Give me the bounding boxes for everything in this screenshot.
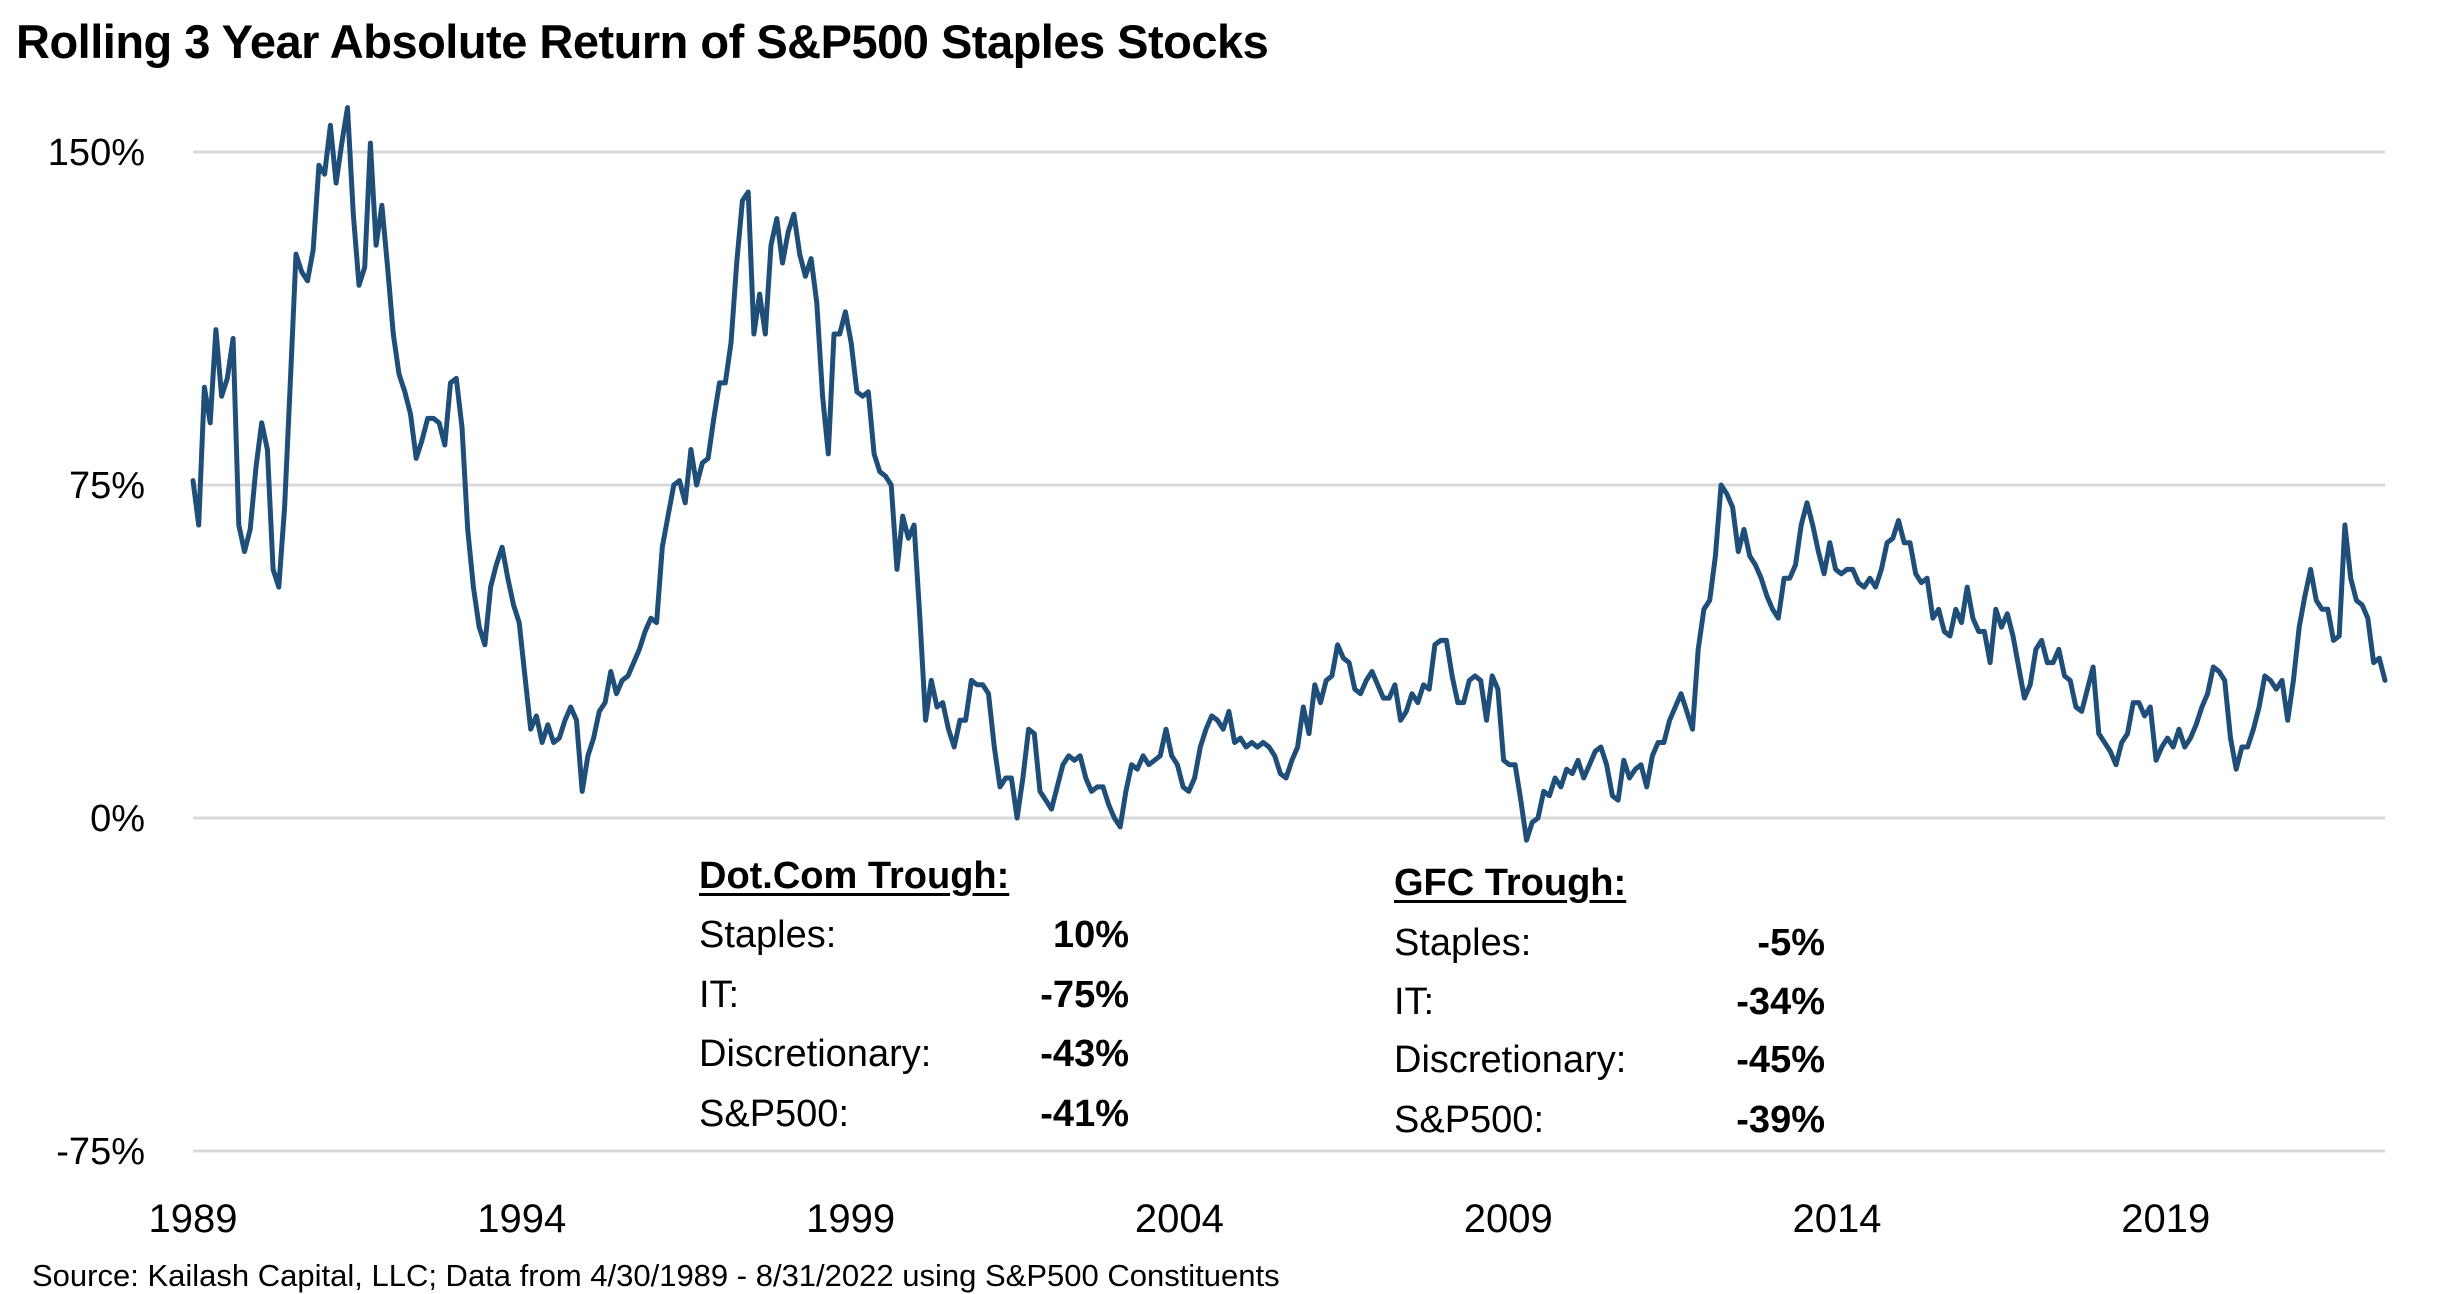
annotation-heading: Dot.Com Trough:	[699, 855, 1010, 897]
annotation-value: -75%	[1040, 974, 1129, 1016]
annotation-value: -45%	[1736, 1039, 1825, 1081]
annotation-value: -41%	[1040, 1093, 1129, 1135]
annotation-label: Staples:	[699, 914, 837, 956]
y-axis-tick-labels: 150% 75% 0% -75%	[48, 132, 145, 1173]
annotation-value: 10%	[1052, 914, 1129, 956]
x-tick-label: 1989	[149, 1197, 238, 1241]
series-line-group	[190, 105, 2388, 843]
annotation-value: -39%	[1736, 1099, 1825, 1141]
annotation-value: -43%	[1040, 1033, 1129, 1075]
y-tick-label: -75%	[56, 1131, 145, 1173]
y-tick-label: 150%	[48, 132, 145, 174]
annotation-label: S&P500:	[699, 1093, 849, 1135]
source-note: Source: Kailash Capital, LLC; Data from …	[32, 1258, 1280, 1293]
x-tick-label: 2009	[1464, 1197, 1553, 1241]
gridlines	[193, 150, 2385, 1153]
x-tick-label: 2004	[1135, 1197, 1224, 1241]
x-tick-label: 1994	[477, 1197, 566, 1241]
annotation-label: S&P500:	[1394, 1099, 1544, 1141]
x-tick-label: 2019	[2121, 1197, 2210, 1241]
staples-return-line	[190, 105, 2388, 843]
y-tick-label: 0%	[90, 798, 145, 840]
y-tick-label: 75%	[69, 465, 145, 507]
annotation-value: -5%	[1757, 922, 1825, 964]
annotation-value: -34%	[1736, 981, 1825, 1023]
annotation-label: Discretionary:	[699, 1033, 932, 1075]
x-tick-label: 1999	[806, 1197, 895, 1241]
chart-title: Rolling 3 Year Absolute Return of S&P500…	[16, 15, 1269, 68]
x-tick-label: 2014	[1793, 1197, 1882, 1241]
x-axis-tick-labels: 1989 1994 1999 2004 2009 2014 2019	[149, 1197, 2211, 1241]
annotation-label: IT:	[1394, 981, 1435, 1023]
annotation-heading: GFC Trough:	[1394, 862, 1627, 904]
annotation-label: Discretionary:	[1394, 1039, 1627, 1081]
annotation-label: IT:	[699, 974, 740, 1016]
annotation-label: Staples:	[1394, 922, 1532, 964]
